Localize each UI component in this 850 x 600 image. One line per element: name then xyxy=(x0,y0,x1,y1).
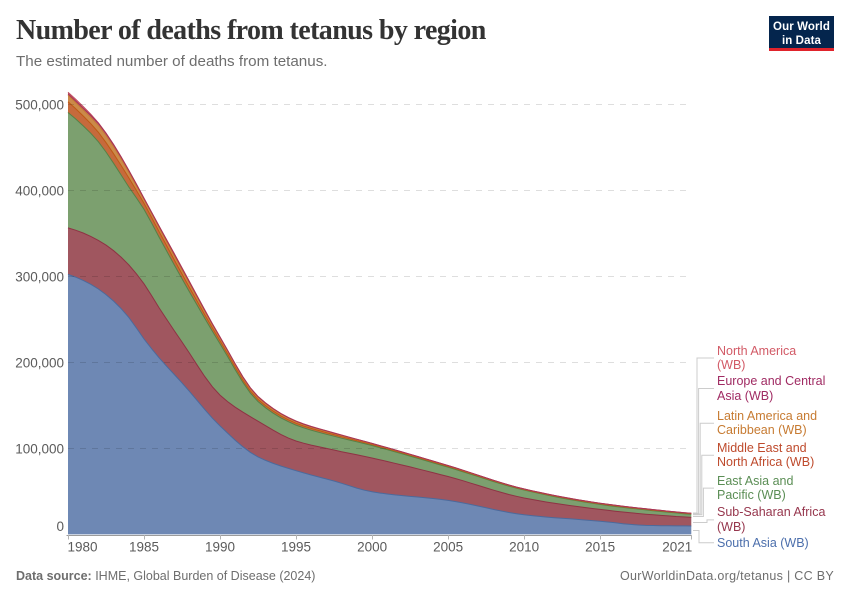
svg-text:1985: 1985 xyxy=(129,540,159,555)
svg-text:400,000: 400,000 xyxy=(15,184,64,199)
svg-text:500,000: 500,000 xyxy=(15,98,64,113)
svg-text:200,000: 200,000 xyxy=(15,356,64,371)
svg-text:1980: 1980 xyxy=(68,540,98,555)
svg-text:2005: 2005 xyxy=(433,540,463,555)
svg-text:100,000: 100,000 xyxy=(15,442,64,457)
svg-text:2015: 2015 xyxy=(585,540,615,555)
svg-text:1990: 1990 xyxy=(205,540,235,555)
svg-text:300,000: 300,000 xyxy=(15,270,64,285)
svg-text:2010: 2010 xyxy=(509,540,539,555)
svg-text:0: 0 xyxy=(56,519,64,534)
svg-text:2021: 2021 xyxy=(662,540,692,555)
svg-text:2000: 2000 xyxy=(357,540,387,555)
svg-text:1995: 1995 xyxy=(281,540,311,555)
